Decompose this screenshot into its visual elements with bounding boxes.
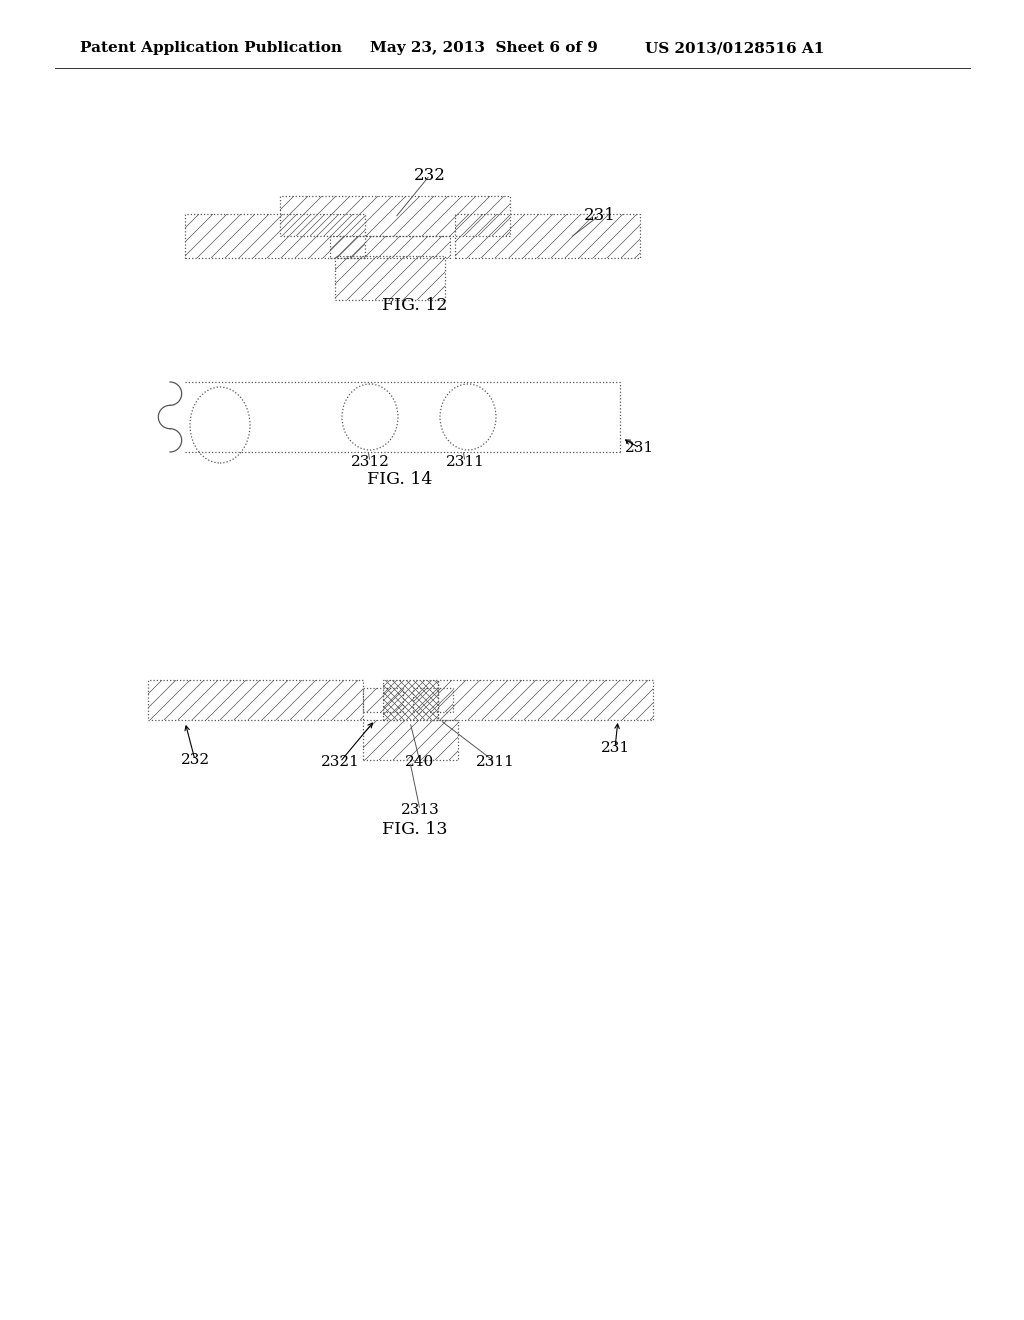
- Text: 231: 231: [584, 206, 616, 223]
- Bar: [335, 256, 445, 300]
- Bar: [362, 688, 403, 711]
- Text: May 23, 2013  Sheet 6 of 9: May 23, 2013 Sheet 6 of 9: [370, 41, 598, 55]
- Bar: [185, 214, 365, 257]
- Text: 2311: 2311: [475, 755, 514, 770]
- Text: 240: 240: [406, 755, 434, 770]
- Text: 2321: 2321: [321, 755, 359, 770]
- Text: FIG. 13: FIG. 13: [382, 821, 447, 838]
- Text: Patent Application Publication: Patent Application Publication: [80, 41, 342, 55]
- Text: 232: 232: [180, 752, 210, 767]
- Text: US 2013/0128516 A1: US 2013/0128516 A1: [645, 41, 824, 55]
- Bar: [383, 680, 438, 719]
- Text: 2312: 2312: [350, 455, 389, 469]
- Text: FIG. 14: FIG. 14: [368, 471, 433, 488]
- Text: FIG. 12: FIG. 12: [382, 297, 447, 314]
- Bar: [330, 236, 450, 257]
- Text: 232: 232: [414, 166, 445, 183]
- Bar: [438, 680, 653, 719]
- Bar: [280, 195, 510, 236]
- Bar: [148, 680, 362, 719]
- Bar: [455, 214, 640, 257]
- Text: 2311: 2311: [445, 455, 484, 469]
- Text: 231: 231: [600, 741, 630, 755]
- Text: 2313: 2313: [400, 803, 439, 817]
- Bar: [362, 719, 458, 760]
- Text: 231: 231: [626, 441, 654, 455]
- Bar: [413, 688, 453, 711]
